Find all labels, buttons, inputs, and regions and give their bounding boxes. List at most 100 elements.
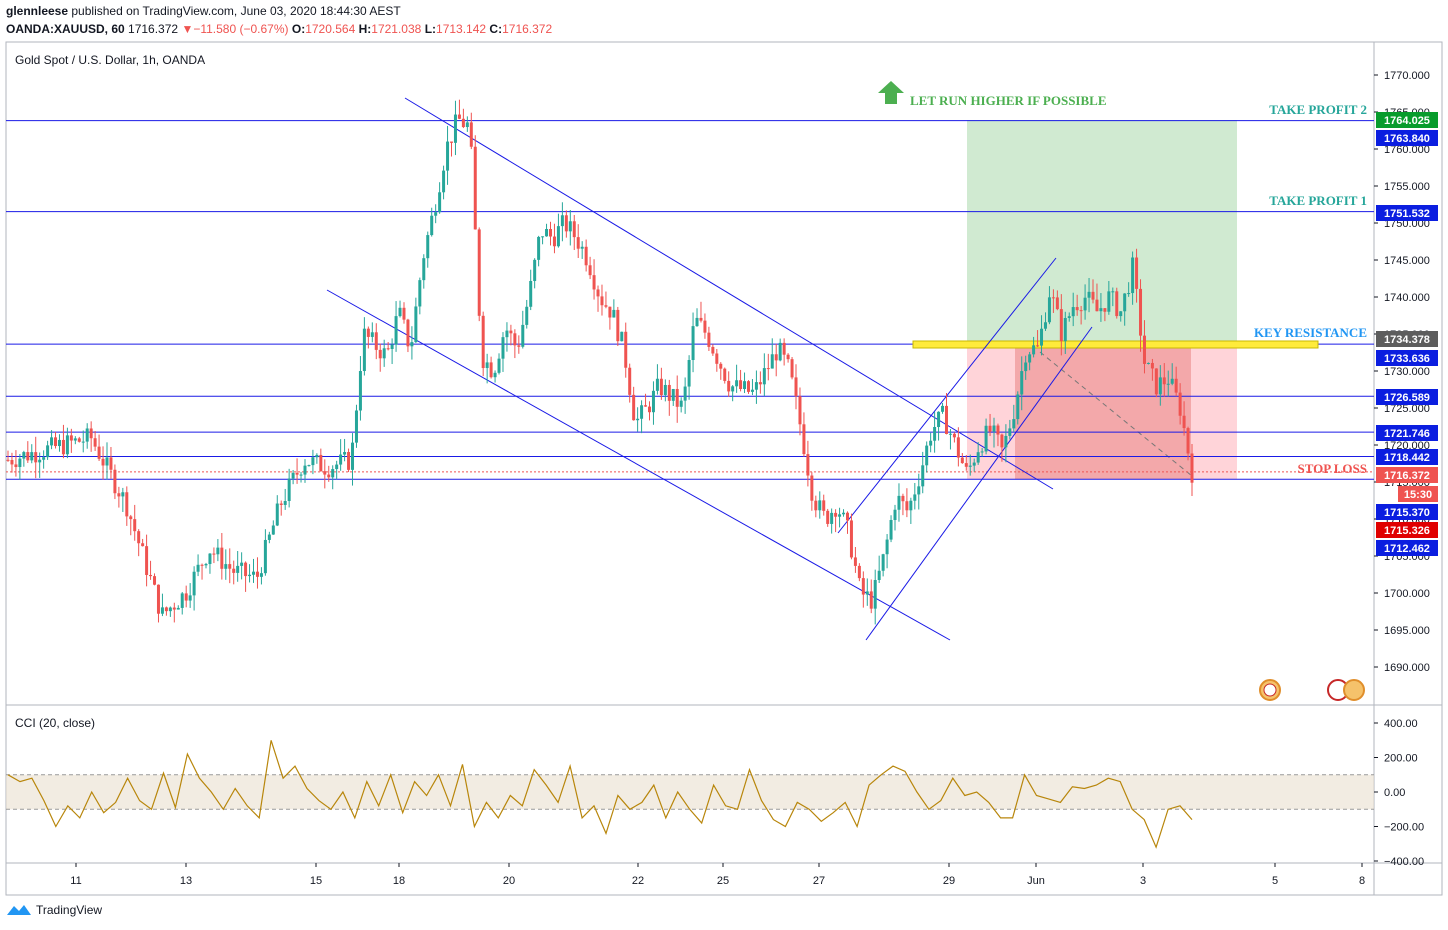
candle-body	[1008, 428, 1012, 436]
candle-body	[101, 458, 105, 466]
candle-body	[255, 571, 259, 577]
candle-body	[1123, 293, 1127, 312]
candle-body	[30, 452, 34, 461]
candle-body	[644, 405, 648, 407]
x-tick-label: 18	[393, 875, 405, 887]
candle-body	[26, 452, 30, 461]
candle-body	[667, 384, 671, 401]
candle-body	[525, 306, 529, 325]
candle-body	[446, 141, 450, 171]
candle-body	[552, 236, 556, 247]
candle-body	[794, 377, 798, 397]
candle-body	[1036, 345, 1040, 347]
candle-body	[1142, 335, 1146, 364]
candle-body	[1004, 435, 1008, 448]
candle-body	[291, 472, 295, 479]
candle-body	[208, 553, 212, 565]
candle-body	[1055, 297, 1059, 310]
candle-body	[1047, 297, 1051, 323]
candle-body	[537, 236, 541, 260]
candle-body	[1146, 362, 1150, 364]
candle-body	[307, 465, 311, 467]
candle-body	[220, 547, 224, 569]
candle-body	[216, 547, 220, 555]
candle-body	[1024, 362, 1028, 372]
candle-body	[715, 353, 719, 364]
candle-body	[659, 378, 663, 396]
candle-body	[1150, 362, 1154, 369]
candle-body	[944, 405, 948, 434]
candle-body	[948, 433, 952, 435]
candle-body	[818, 500, 822, 511]
candle-body	[905, 501, 909, 511]
x-tick-label: 25	[717, 875, 729, 887]
candle-body	[842, 512, 846, 515]
candle-body	[252, 571, 256, 575]
footer-brand[interactable]: TradingView	[6, 903, 102, 917]
candle-body	[267, 534, 271, 540]
candle-body	[141, 543, 145, 547]
candle-body	[608, 306, 612, 318]
candle-body	[913, 494, 917, 501]
candle-body	[529, 280, 533, 307]
candle-body	[746, 381, 750, 392]
x-tick-label: 15	[310, 875, 322, 887]
candle-body	[1115, 291, 1119, 317]
x-tick-label: 3	[1140, 875, 1146, 887]
candle-body	[917, 486, 921, 495]
change-value: −11.580 (−0.67%)	[193, 22, 289, 36]
candle-body	[275, 503, 279, 526]
price-level-tag-label: 1716.372	[1384, 470, 1430, 482]
candle-body	[1174, 378, 1178, 393]
price-level-tag-label: 1721.746	[1384, 428, 1430, 440]
candle-body	[893, 509, 897, 521]
candle-body	[485, 362, 489, 369]
candle-body	[493, 372, 497, 378]
candle-body	[873, 580, 877, 609]
candle-body	[57, 439, 61, 447]
candle-body	[354, 410, 358, 443]
y-tick-label: 1695.000	[1384, 625, 1430, 637]
candle-body	[592, 275, 596, 290]
x-tick-label: Jun	[1027, 875, 1045, 887]
flag-icon	[1327, 679, 1365, 701]
candle-body	[232, 568, 236, 573]
candle-body	[790, 359, 794, 378]
price-level-tag	[1376, 130, 1438, 146]
candle-body	[109, 457, 113, 470]
candle-body	[588, 265, 592, 276]
candle-body	[42, 457, 46, 460]
candle-body	[925, 445, 929, 466]
candle-body	[410, 342, 414, 347]
candle-body	[762, 368, 766, 385]
cci-tick-label: −400.00	[1384, 856, 1424, 868]
candle-body	[743, 381, 747, 390]
publisher-name[interactable]: glennleese	[6, 4, 69, 18]
candle-body	[89, 428, 93, 439]
candle-body	[117, 493, 121, 497]
candle-body	[477, 229, 481, 316]
ohlc-line: OANDA:XAUUSD, 60 1716.372 ▼−11.580 (−0.6…	[6, 22, 553, 36]
footer-brand-name: TradingView	[36, 903, 103, 917]
candle-body	[386, 348, 390, 350]
chart-frame	[5, 41, 1443, 896]
candle-body	[6, 459, 10, 461]
candle-body	[1139, 288, 1143, 336]
candle-body	[505, 330, 509, 338]
candle-body	[1016, 394, 1020, 420]
candle-body	[703, 320, 707, 333]
upper-trend-line	[404, 97, 1054, 490]
candle-body	[521, 324, 525, 347]
candle-body	[133, 519, 137, 532]
candle-body	[176, 607, 180, 610]
candle-body	[93, 438, 97, 447]
candle-body	[679, 400, 683, 407]
candle-body	[366, 328, 370, 337]
candle-body	[517, 345, 521, 347]
candle-body	[810, 475, 814, 501]
candle-body	[473, 146, 477, 230]
candle-body	[857, 565, 861, 579]
close-value: 1716.372	[502, 22, 553, 36]
candle-body	[964, 463, 968, 467]
